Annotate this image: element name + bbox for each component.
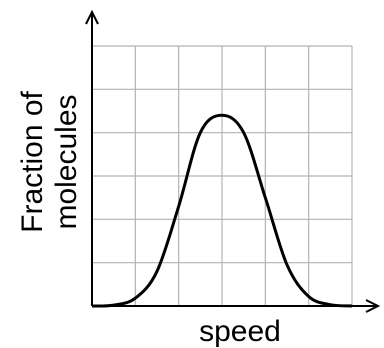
y-axis-label-line-2: molecules [50,94,83,229]
y-axis-label-line-1: Fraction of [16,90,49,232]
axes [85,9,381,313]
x-axis-arrow-icon [365,299,381,313]
x-axis-label: speed [199,315,281,348]
y-axis-arrow-icon [85,9,99,25]
grid [92,45,353,306]
distribution-curve [91,113,353,308]
